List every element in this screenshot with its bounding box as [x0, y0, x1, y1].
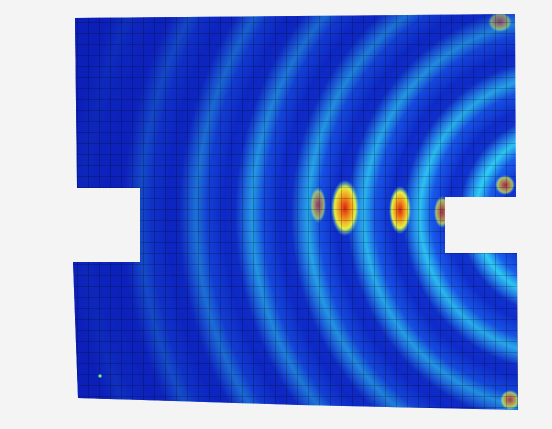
page-body: {} — [0, 0, 552, 429]
field — [0, 0, 552, 429]
marker-dot — [98, 374, 101, 377]
mesh-grid — [0, 0, 552, 429]
page: Wave field mesh html, body { margin: 0; … — [0, 0, 552, 429]
mesh-plot — [0, 0, 552, 429]
